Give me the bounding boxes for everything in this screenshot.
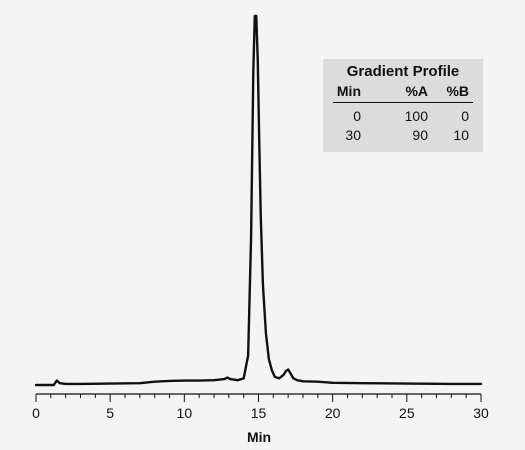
cell-percent-a: 100: [404, 108, 428, 124]
gradient-table-row: 30 90 10: [333, 126, 473, 144]
header-percent-a: %A: [405, 83, 428, 99]
x-axis-label: Min: [247, 429, 271, 445]
header-percent-b: %B: [446, 83, 469, 99]
x-tick-label: 0: [32, 405, 40, 421]
gradient-table-row: 0 100 0: [333, 107, 473, 125]
x-tick-label: 30: [473, 405, 489, 421]
x-tick-label: 10: [177, 405, 193, 421]
x-axis: 0 5 10 15 20 25 30: [32, 393, 489, 421]
cell-percent-a: 90: [412, 127, 428, 143]
gradient-table-header: Min %A %B: [333, 82, 473, 103]
header-min: Min: [336, 83, 361, 99]
x-tick-label: 25: [399, 405, 415, 421]
cell-percent-b: 10: [453, 127, 469, 143]
chromatogram-trace: [34, 14, 483, 387]
x-tick-label: 15: [251, 405, 267, 421]
x-tick-label: 20: [325, 405, 341, 421]
cell-min: 0: [353, 108, 361, 124]
gradient-profile-title: Gradient Profile: [346, 63, 460, 80]
trace-layer: [34, 14, 483, 387]
x-tick-label: 5: [106, 405, 114, 421]
cell-min: 30: [345, 127, 361, 143]
cell-percent-b: 0: [461, 108, 469, 124]
gradient-profile-table: Gradient Profile Min %A %B 0 100 0 30 90…: [323, 59, 483, 152]
